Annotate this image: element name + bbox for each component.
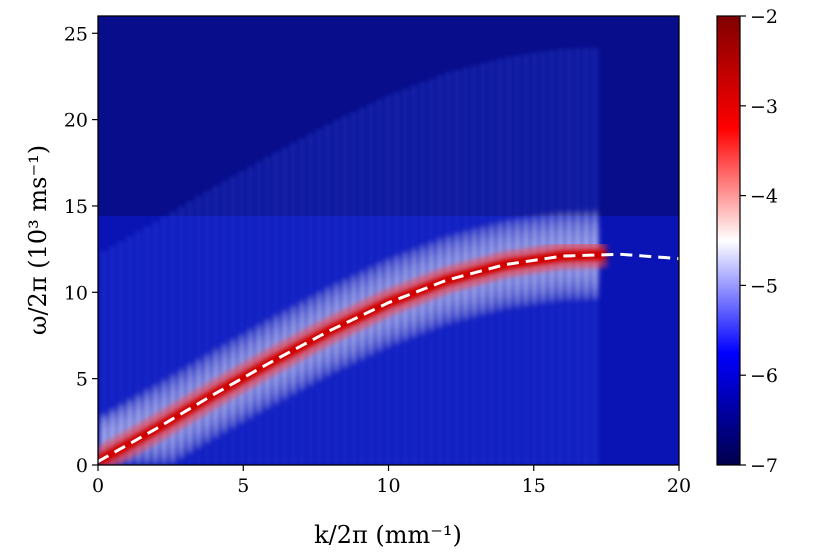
heatmap-stripe — [145, 226, 149, 465]
x-tick-label: 15 — [522, 475, 546, 497]
heatmap-stripe — [231, 176, 235, 465]
heatmap-stripe — [291, 142, 295, 465]
y-tick-label: 25 — [64, 23, 88, 45]
x-tick-label: 0 — [92, 475, 104, 497]
heatmap-stripe — [136, 231, 140, 465]
heatmap-stripe — [153, 221, 158, 465]
y-tick-label: 0 — [76, 455, 88, 477]
y-tick-label: 5 — [76, 369, 88, 391]
colorbar — [716, 15, 741, 466]
heatmap-stripe — [205, 191, 209, 465]
colorbar-tick-label: −5 — [750, 275, 778, 297]
dispersion-curve — [98, 252, 679, 463]
y-tick-label: 20 — [64, 110, 88, 132]
x-tick-label: 10 — [376, 475, 400, 497]
heatmap-stripe — [240, 171, 244, 465]
heatmap-stripe — [188, 201, 192, 465]
x-tick-label: 20 — [667, 475, 691, 497]
heatmap-stripe — [102, 251, 106, 465]
colorbar-ticks: −7 −6 −5 −4 −3 −2 — [740, 6, 778, 477]
colorbar-tick-label: −2 — [750, 6, 778, 28]
heatmap-stripe — [128, 236, 132, 465]
heatmap-stripe — [222, 181, 227, 465]
heatmap-stripe — [283, 147, 287, 465]
heatmap-stripe — [265, 156, 270, 465]
x-axis-ticks: 0 5 10 15 20 — [92, 465, 691, 497]
y-tick-label: 15 — [64, 196, 88, 218]
plot-area — [98, 16, 679, 465]
y-axis-ticks: 0 5 10 15 20 25 — [64, 23, 98, 477]
heatmap-stripe — [257, 161, 261, 465]
colorbar-tick-label: −3 — [750, 96, 778, 118]
heatmap-stripe — [214, 186, 218, 465]
heatmap-stripe — [248, 166, 252, 465]
heatmap-stripe — [162, 216, 166, 465]
heatmap-stripe — [171, 211, 175, 465]
x-axis-label: k/2π (mm⁻¹) — [314, 521, 462, 549]
colorbar-tick-label: −7 — [750, 455, 778, 477]
y-tick-label: 10 — [64, 282, 88, 304]
heatmap-stripe — [119, 241, 123, 465]
y-axis-label: ω/2π (10³ ms⁻¹) — [24, 145, 52, 335]
colorbar-tick-label: −6 — [750, 365, 778, 387]
heatmap-stripe — [110, 246, 115, 465]
x-tick-label: 5 — [237, 475, 249, 497]
heatmap-stripe — [196, 196, 201, 465]
colorbar-tick-label: −4 — [750, 186, 778, 208]
heatmap-stripe — [274, 152, 278, 465]
heatmap-stripe — [179, 206, 183, 465]
